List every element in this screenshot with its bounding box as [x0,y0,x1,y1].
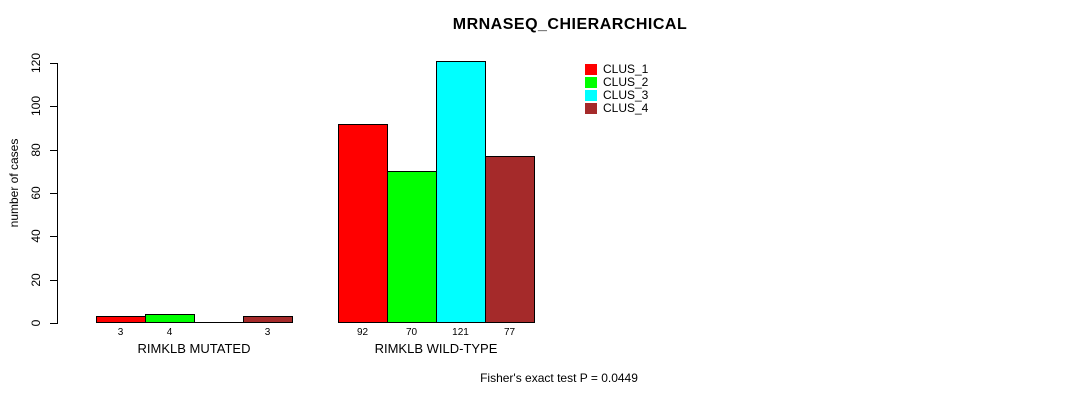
bar-value-label: 3 [117,327,124,338]
legend-swatch-clus_4 [585,103,597,114]
y-axis-tick [50,193,57,194]
bar-clus_2-wildtype [387,171,437,323]
bar-value-label: 3 [264,327,271,338]
bar-value-label: 77 [503,327,516,338]
y-axis-tick [50,63,57,64]
y-axis-tick [50,236,57,238]
y-axis-tick-label: 120 [29,52,43,74]
bar-clus_4-wildtype [485,156,535,323]
y-axis-tick [50,323,57,324]
bar-clus_1-wildtype [338,124,388,323]
y-axis-tick-label: 20 [29,272,43,287]
bar-clus_4-mutated [243,316,293,323]
legend-label-clus_3: CLUS_3 [603,88,649,102]
legend-swatch-clus_1 [585,64,597,75]
chart-title: MRNASEQ_CHIERARCHICAL [452,16,688,33]
legend-label-clus_1: CLUS_1 [603,62,649,76]
x-category-label: RIMKLB WILD-TYPE [374,341,498,356]
y-axis-line [57,63,58,324]
legend-label-clus_4: CLUS_4 [603,101,649,115]
x-category-label: RIMKLB MUTATED [137,341,251,356]
y-axis-tick [50,106,57,108]
annotation-text: Fisher's exact test P = 0.0449 [480,371,638,385]
y-axis-tick [50,279,57,281]
y-axis-tick-label: 0 [29,319,43,327]
bar-value-label: 92 [356,327,369,338]
y-axis-label: number of cases [7,138,21,228]
legend-swatch-clus_2 [585,77,597,88]
bar-value-label: 70 [405,327,418,338]
bar-value-label: 121 [452,327,469,338]
bar-clus_3-zero [194,322,244,323]
y-axis-tick-label: 40 [29,229,43,244]
bar-value-label: 4 [166,327,173,338]
y-axis-tick-label: 100 [29,96,43,117]
legend-swatch-clus_3 [585,90,597,101]
bar-clus_1-mutated [96,316,146,323]
y-axis-tick-label: 60 [29,186,43,200]
legend-label-clus_2: CLUS_2 [603,75,649,89]
y-axis-tick-label: 80 [29,142,43,157]
bar-clus_3-wildtype [436,61,486,323]
y-axis-tick [50,149,57,151]
bar-clus_2-mutated [145,314,195,323]
